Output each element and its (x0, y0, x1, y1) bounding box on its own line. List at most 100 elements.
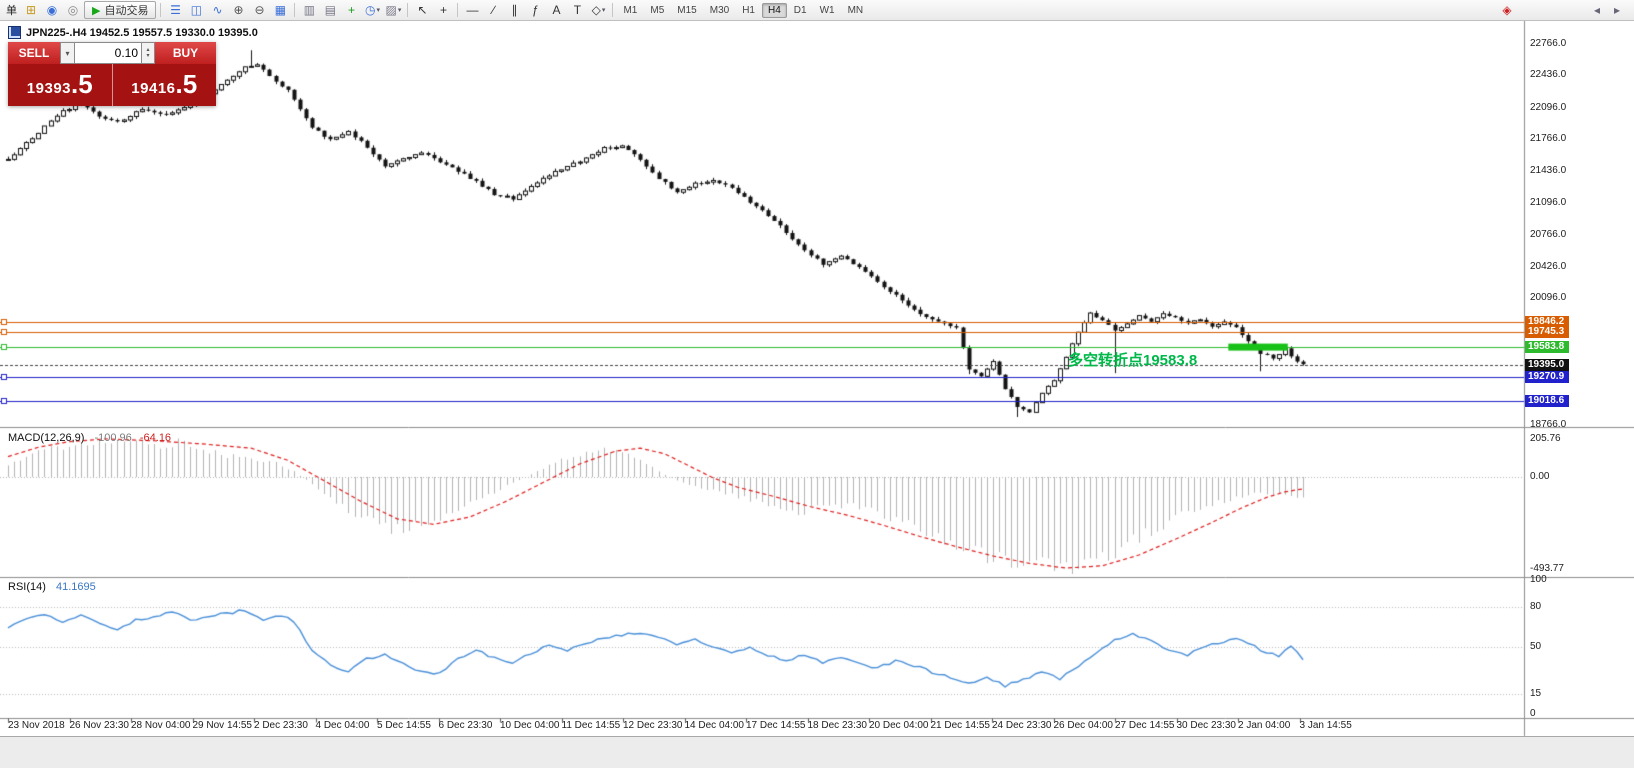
buy-price-button[interactable]: 19416.5 (113, 64, 217, 106)
time-axis-label: 6 Dec 23:30 (438, 720, 493, 731)
rsi-axis-label: 50 (1530, 641, 1542, 652)
time-axis-label: 29 Nov 14:55 (192, 720, 253, 731)
rsi-axis-label: 15 (1530, 687, 1542, 699)
time-axis-label: 3 Jan 14:55 (1299, 720, 1352, 731)
chart-window-icon (8, 26, 21, 39)
alert-icon[interactable]: ◈ (1502, 3, 1512, 17)
scroll-right-icon[interactable]: ▸ (1613, 3, 1621, 17)
sell-price-main: 19393 (26, 80, 72, 97)
arrange-windows-icon[interactable]: ▥ (303, 3, 316, 17)
volume-field (75, 42, 141, 64)
price-line-tag: 19846.2 (1525, 316, 1569, 329)
macd-axis-label: -493.77 (1530, 562, 1564, 574)
time-axis-label: 23 Nov 2018 (8, 720, 65, 731)
add-indicator-icon[interactable]: + (347, 3, 355, 17)
time-axis-label: 17 Dec 14:55 (746, 720, 806, 731)
rsi-label: RSI(14) 41.1695 (8, 581, 96, 593)
zoom-in-icon[interactable]: ⊕ (233, 3, 244, 17)
timeframe-h4[interactable]: H4 (761, 2, 787, 18)
chevron-down-icon: ▾ (601, 6, 606, 14)
cursor-icon[interactable]: ↖ (417, 3, 428, 17)
horizontal-line-tool-icon[interactable]: — (466, 3, 479, 17)
time-axis-label: 26 Dec 04:00 (1053, 720, 1114, 731)
trendline-tool-icon[interactable]: ∕ (492, 3, 495, 17)
price-axis-label: 18766.0 (1530, 419, 1567, 430)
timeframe-m15[interactable]: M15 (677, 4, 697, 16)
price-axis-label: 22096.0 (1530, 101, 1567, 113)
chart-profile-icon[interactable]: ◉ (46, 3, 58, 17)
zoom-out-icon[interactable]: ⊖ (254, 3, 265, 17)
templates-icon[interactable]: ▨ ▾ (385, 3, 402, 17)
timeframe-d1[interactable]: D1 (793, 4, 807, 16)
pivot-annotation: 多空转折点19583.8 (1068, 352, 1198, 369)
toolbar: 单 ⊞ ◉ ◎ ▶ 自动交易 ☰ ◫ ∿ ⊕ ⊖ ▦ ▥ ▤ + ◷ ▾ ▨ ▾ ↖ + — ∕ ∥ ƒ A T ◇ ▾ M1 M5 M15 M… (0, 0, 1634, 21)
time-axis-label: 2 Jan 04:00 (1238, 720, 1291, 731)
bar-chart-type-icon[interactable]: ☰ (170, 3, 181, 17)
cascade-windows-icon[interactable]: ▤ (324, 3, 337, 17)
price-axis-label: 20766.0 (1530, 228, 1567, 240)
fibonacci-tool-icon[interactable]: ƒ (532, 3, 539, 17)
order-type-dropdown[interactable]: ▾ (60, 42, 75, 64)
price-line-tag: 19018.6 (1525, 394, 1569, 407)
time-axis-label: 12 Dec 23:30 (623, 720, 683, 731)
volume-stepper[interactable]: ▴ ▾ (141, 42, 155, 64)
text-tool-icon[interactable]: A (552, 3, 561, 17)
toolbar-separator (612, 3, 614, 17)
help-guide-icon[interactable]: ◎ (67, 3, 79, 17)
time-axis-label: 28 Nov 04:00 (131, 720, 191, 731)
one-click-trading-panel: SELL ▾ ▴ ▾ BUY 19393.5 19416.5 (8, 42, 216, 106)
timeframe-w1[interactable]: W1 (819, 4, 835, 16)
toolbar-separator (294, 3, 296, 17)
bottom-strip (0, 736, 1634, 768)
chevron-down-icon: ▾ (376, 6, 380, 14)
candlestick-type-icon[interactable]: ◫ (190, 3, 203, 17)
rsi-value: 41.1695 (55, 581, 96, 593)
price-scale[interactable]: 22766.0 22436.0 22096.0 21766.0 21436.0 21096… (1524, 20, 1633, 736)
macd-main-value: -100.96 (94, 432, 132, 444)
tile-windows-icon[interactable]: ▦ (274, 3, 287, 17)
time-axis-label: 2 Dec 23:30 (254, 720, 308, 731)
channel-tool-icon[interactable]: ∥ (511, 3, 518, 17)
price-line-tag: 19745.3 (1525, 325, 1569, 338)
periods-icon[interactable]: ◷ ▾ (364, 3, 380, 17)
toolbar-separator (407, 3, 409, 17)
new-order-icon[interactable]: ⊞ (25, 3, 37, 17)
scroll-left-icon[interactable]: ◂ (1593, 3, 1601, 17)
sell-price-button[interactable]: 19393.5 (8, 64, 113, 106)
timeframe-h1[interactable]: H1 (742, 4, 755, 16)
timeframe-mn[interactable]: MN (847, 4, 864, 16)
macd-signal-value: -64.16 (139, 432, 172, 444)
crosshair-icon[interactable]: + (439, 3, 447, 17)
line-chart-type-icon[interactable]: ∿ (212, 3, 223, 17)
buy-button[interactable]: BUY (155, 42, 216, 64)
play-icon: ▶ (92, 4, 101, 17)
timeframe-m1[interactable]: M1 (623, 4, 638, 16)
macd-axis-label: 205.76 (1530, 432, 1561, 444)
chart-title: JPN225-.H4 19452.5 19557.5 19330.0 19395… (8, 26, 258, 39)
macd-axis-label: 0.00 (1530, 471, 1550, 482)
rsi-title: RSI(14) (8, 581, 46, 593)
shapes-tool-icon[interactable]: ◇ ▾ (591, 3, 606, 17)
timeframe-m5[interactable]: M5 (650, 4, 665, 16)
timeframe-m30[interactable]: M30 (709, 4, 730, 16)
chevron-down-icon: ▾ (397, 6, 402, 14)
time-axis-label: 21 Dec 14:55 (930, 720, 991, 731)
macd-title: MACD(12,26,9) (8, 432, 85, 444)
chevron-down-icon: ▾ (65, 48, 70, 58)
price-axis-label: 20426.0 (1530, 260, 1567, 272)
sell-price-fraction: .5 (71, 69, 93, 99)
autotrade-button[interactable]: ▶ 自动交易 (84, 1, 157, 19)
time-axis[interactable]: 23 Nov 2018 26 Nov 23:30 28 Nov 04:00 29 No… (0, 719, 1524, 735)
sell-button[interactable]: SELL (8, 42, 60, 64)
time-axis-label: 24 Dec 23:30 (992, 720, 1052, 731)
price-axis-label: 20096.0 (1530, 292, 1567, 304)
time-axis-label: 14 Dec 04:00 (684, 720, 745, 731)
toolbar-separator (457, 3, 459, 17)
volume-input[interactable] (75, 46, 141, 60)
rsi-axis-label: 100 (1530, 574, 1547, 586)
time-axis-label: 26 Nov 23:30 (69, 720, 130, 731)
label-tool-icon[interactable]: T (573, 3, 582, 17)
price-line-tag: 19583.8 (1525, 341, 1569, 354)
